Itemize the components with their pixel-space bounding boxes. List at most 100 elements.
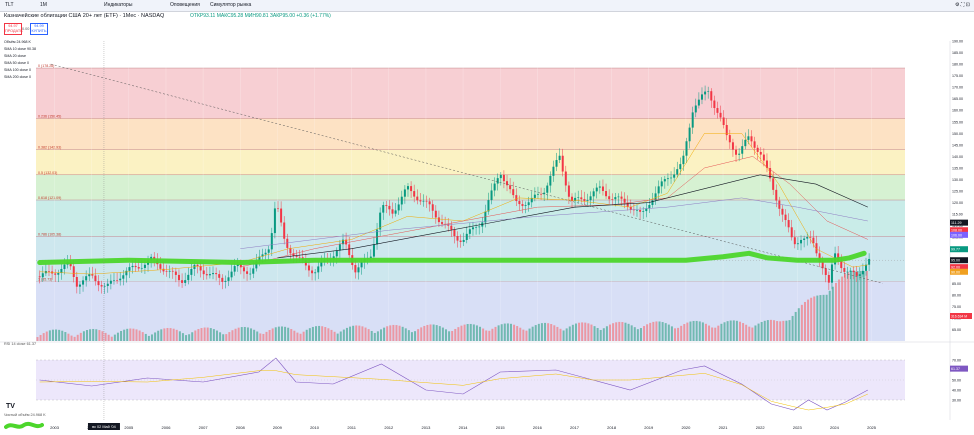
- candle-body: [787, 220, 790, 228]
- candle-body: [530, 197, 533, 203]
- interval-button[interactable]: 1M: [40, 2, 47, 8]
- volume-bar: [392, 324, 395, 341]
- x-tick-label: 2006: [162, 425, 172, 430]
- candle-body: [453, 229, 456, 237]
- candle-body: [660, 181, 663, 187]
- volume-bar: [386, 326, 389, 341]
- rsi-value-tag: [950, 365, 968, 372]
- candle-body: [422, 200, 425, 202]
- volume-bar: [516, 326, 519, 341]
- volume-bar: [568, 326, 571, 341]
- candle-body: [224, 280, 227, 282]
- candle-body: [230, 271, 233, 278]
- volume-bar: [844, 274, 847, 341]
- volume-bar: [547, 323, 550, 341]
- candle-body: [697, 99, 700, 106]
- candle-body: [385, 205, 388, 206]
- candle-body: [143, 264, 146, 268]
- candle-body: [416, 196, 419, 201]
- legend-sma100[interactable]: SMA 100 close 0: [4, 68, 31, 72]
- volume-bar: [73, 336, 76, 341]
- candle-body: [502, 174, 505, 182]
- volume-bar: [609, 324, 612, 341]
- volume-bar: [407, 330, 410, 341]
- legend-sma50[interactable]: SMA 50 close 0: [4, 61, 29, 65]
- candle-body: [543, 192, 546, 195]
- green-scribble-mark: [4, 421, 44, 429]
- candle-body: [756, 147, 759, 152]
- trend-line: [50, 63, 883, 284]
- volume-bar: [847, 272, 850, 341]
- candle-body: [762, 154, 765, 161]
- volume-bar: [154, 332, 157, 341]
- indicators-button[interactable]: Индикаторы: [104, 2, 133, 8]
- legend-sma20[interactable]: SMA 20 close: [4, 54, 26, 58]
- legend-volume[interactable]: Объём 24.968 K: [4, 40, 31, 44]
- candle-body: [249, 273, 252, 275]
- candle-body: [852, 270, 855, 273]
- candle-body: [134, 265, 137, 268]
- candle-body: [858, 274, 861, 276]
- volume-bar: [144, 333, 147, 341]
- candle-body: [849, 270, 852, 272]
- settings-icon[interactable]: ⚙ ⛶ ⊡: [955, 2, 970, 8]
- volume-bar: [237, 327, 240, 341]
- candle-body: [69, 262, 72, 267]
- candle-body: [571, 196, 574, 202]
- volume-bar: [652, 321, 655, 341]
- candle-body: [524, 205, 527, 206]
- candle-body: [765, 160, 768, 169]
- legend-sma10[interactable]: SMA 10 close 90.38: [4, 47, 36, 51]
- volume-bar: [766, 320, 769, 341]
- candle-body: [515, 195, 518, 202]
- candle-body: [546, 185, 549, 193]
- volume-bar: [82, 331, 85, 341]
- rsi-legend[interactable]: RSI 14 close 61.37: [4, 342, 37, 346]
- candle-body: [261, 254, 264, 257]
- y-tick-label: 145.00: [952, 143, 963, 147]
- candle-body: [688, 127, 691, 142]
- price-tag: [950, 231, 968, 238]
- legend-sma200[interactable]: SMA 200 close 0: [4, 75, 31, 79]
- volume-bar: [584, 322, 587, 341]
- candle-body: [648, 204, 651, 209]
- net-volume-legend[interactable]: Чистый объём 24.968 K: [4, 413, 46, 417]
- candle-body: [521, 204, 524, 206]
- volume-bar: [48, 330, 51, 341]
- volume-bar: [503, 323, 506, 341]
- volume-bar: [435, 325, 438, 341]
- candle-body: [85, 276, 88, 281]
- volume-bar: [240, 327, 243, 341]
- volume-bar: [488, 330, 491, 341]
- symbol-search[interactable]: TLT: [5, 2, 14, 8]
- candle-body: [493, 183, 496, 191]
- volume-bar: [720, 323, 723, 341]
- alerts-button[interactable]: Оповещения: [170, 2, 200, 8]
- volume-bar: [757, 323, 760, 341]
- candle-body: [731, 142, 734, 150]
- candle-body: [682, 155, 685, 165]
- candle-body: [812, 237, 815, 244]
- replay-button[interactable]: Симулятор рынка: [210, 2, 252, 8]
- volume-bar: [714, 327, 717, 341]
- candle-body: [744, 139, 747, 147]
- candle-body: [468, 229, 471, 234]
- volume-bar: [410, 332, 413, 341]
- y-tick-label: 75.00: [952, 305, 961, 309]
- volume-bar: [803, 301, 806, 341]
- candle-body: [227, 277, 230, 281]
- volume-bar: [763, 320, 766, 341]
- volume-bar: [819, 295, 822, 341]
- candle-body: [400, 196, 403, 205]
- sell-button[interactable]: 94.97 ПРОДАТЬ: [4, 23, 23, 35]
- candle-body: [320, 261, 323, 267]
- volume-bar: [574, 323, 577, 341]
- y-tick-label: 85.00: [952, 282, 961, 286]
- buy-button[interactable]: 94.99 КУПИТЬ: [30, 23, 48, 35]
- volume-bar: [701, 322, 704, 341]
- volume-bar: [810, 297, 813, 341]
- volume-bar: [748, 326, 751, 341]
- volume-bar: [401, 326, 404, 341]
- candle-body: [561, 155, 564, 172]
